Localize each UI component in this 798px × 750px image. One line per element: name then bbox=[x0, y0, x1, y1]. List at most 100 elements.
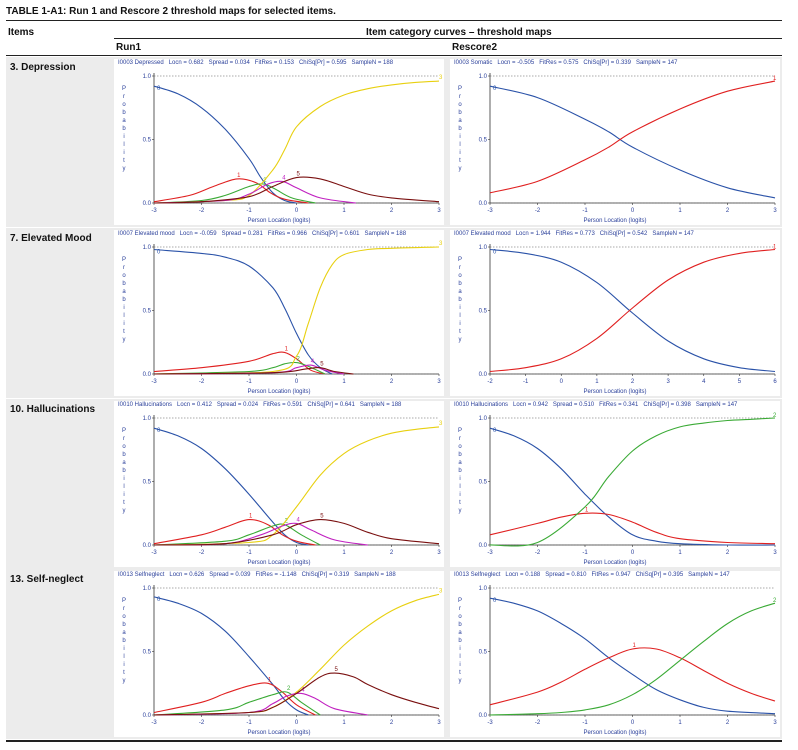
category-curve bbox=[489, 647, 776, 706]
category-curve bbox=[153, 178, 309, 204]
stat-value: Spread = 0.810 bbox=[545, 572, 587, 578]
category-curve bbox=[489, 427, 776, 546]
category-label: 2 bbox=[773, 413, 777, 419]
x-axis-label: Person Location (logits) bbox=[583, 560, 647, 566]
category-label: 1 bbox=[585, 507, 589, 513]
stat-value: I0003 Depressed bbox=[118, 60, 164, 66]
x-axis-label: Person Location (logits) bbox=[247, 730, 311, 736]
category-curve bbox=[153, 682, 316, 716]
category-label: 3 bbox=[439, 241, 443, 247]
stat-value: ChiSq[Pr] = 0.641 bbox=[307, 402, 355, 408]
stat-value: Locn = 0.626 bbox=[169, 572, 205, 578]
stat-value: Spread = 0.034 bbox=[208, 60, 250, 66]
stat-value: Locn = 1.944 bbox=[515, 231, 551, 237]
y-tick-label: 0.5 bbox=[143, 309, 152, 315]
category-label: 3 bbox=[439, 75, 443, 81]
stat-value: FitRes = 0.153 bbox=[254, 60, 294, 66]
x-tick-label: 4 bbox=[702, 379, 706, 385]
category-label: 5 bbox=[335, 667, 339, 673]
stat-value: Spread = 0.024 bbox=[216, 402, 259, 408]
stat-value: SampleN = 188 bbox=[351, 60, 394, 66]
threshold-chart: 0.0 0.5 1.0 -3 -2 -1 0 1 2 3 0 1 2 bbox=[479, 585, 777, 726]
category-label: 1 bbox=[773, 245, 777, 251]
category-label: 4 bbox=[311, 359, 315, 365]
category-curve bbox=[153, 246, 440, 375]
stat-value: Locn = 0.412 bbox=[177, 402, 212, 408]
stat-value: ChiSq[Pr] = 0.319 bbox=[301, 572, 350, 578]
table-top-rule bbox=[6, 20, 782, 21]
x-tick-label: 3 bbox=[437, 379, 441, 385]
x-axis-label: Person Location (logits) bbox=[583, 389, 647, 395]
x-tick-label: 3 bbox=[437, 208, 441, 214]
y-tick-label: 0.0 bbox=[479, 713, 488, 719]
category-label: 1 bbox=[285, 346, 289, 352]
x-tick-label: 2 bbox=[631, 379, 635, 385]
y-tick-label: 0.0 bbox=[143, 713, 152, 719]
category-curve bbox=[153, 427, 309, 546]
y-tick-label: 0.5 bbox=[479, 650, 488, 656]
y-tick-label: 0.5 bbox=[143, 650, 152, 656]
stat-value: SampleN = 147 bbox=[652, 231, 694, 237]
x-tick-label: -2 bbox=[535, 208, 541, 214]
y-tick-label: 1.0 bbox=[143, 74, 152, 80]
run1-threshold-map: 0.0 0.5 1.0 -3 -2 -1 0 1 2 3 0 1 2 3 4 5 I0007 Elevated … bbox=[114, 230, 444, 396]
x-tick-label: 1 bbox=[678, 550, 682, 556]
item-label: 10. Hallucinations bbox=[10, 404, 96, 415]
rescore2-threshold-map: 0.0 0.5 1.0 -3 -2 -1 0 1 2 3 0 1 2 I0010 Hallucinatio… bbox=[450, 401, 780, 567]
x-axis-label: Person Location (logits) bbox=[583, 730, 647, 736]
category-label: 4 bbox=[282, 175, 286, 181]
category-curve bbox=[153, 426, 440, 546]
stat-value: I0010 Hallucinations bbox=[454, 402, 509, 408]
stat-value: ChiSq[Pr] = 0.339 bbox=[583, 60, 631, 66]
group-header-rule bbox=[114, 38, 782, 39]
stat-value: Locn = 0.188 bbox=[505, 572, 541, 578]
category-curve bbox=[153, 183, 316, 204]
x-tick-label: -3 bbox=[487, 720, 493, 726]
x-tick-label: 2 bbox=[390, 208, 394, 214]
category-label: 2 bbox=[773, 598, 777, 604]
y-tick-label: 1.0 bbox=[479, 245, 488, 251]
table-caption: TABLE 1-A1: Run 1 and Rescore 2 threshol… bbox=[6, 6, 336, 17]
item-stats: I0013 Selfneglect Locn = 0.626 Spread = 0.… bbox=[118, 572, 442, 582]
x-tick-label: -1 bbox=[246, 720, 252, 726]
category-label: 1 bbox=[268, 677, 272, 683]
category-curve bbox=[489, 597, 776, 715]
run1-threshold-map: 0.0 0.5 1.0 -3 -2 -1 0 1 2 3 0 1 2 3 4 5 I0010 Hallucina… bbox=[114, 401, 444, 567]
x-tick-label: -2 bbox=[199, 208, 205, 214]
x-tick-label: 3 bbox=[773, 720, 777, 726]
y-tick-label: 0.5 bbox=[479, 480, 488, 486]
category-label: 0 bbox=[493, 250, 497, 256]
threshold-chart: 0.0 0.5 1.0 -2 -1 0 1 2 3 4 5 6 0 1 bbox=[479, 244, 777, 385]
x-tick-label: 3 bbox=[437, 720, 441, 726]
y-tick-label: 0.0 bbox=[143, 372, 152, 378]
x-axis-label: Person Location (logits) bbox=[247, 389, 311, 395]
item-stats: I0003 Somatic Locn = -0.505 FitRes = 0.575… bbox=[454, 60, 778, 70]
category-curve bbox=[489, 248, 776, 373]
x-axis-label: Person Location (logits) bbox=[583, 218, 647, 224]
items-column-header: Items bbox=[8, 27, 35, 38]
stat-value: SampleN = 188 bbox=[354, 572, 396, 578]
stat-value: Locn = -0.059 bbox=[179, 231, 217, 237]
stat-value: ChiSq[Pr] = 0.595 bbox=[298, 60, 347, 66]
category-label: 1 bbox=[237, 173, 241, 179]
category-curve bbox=[153, 523, 321, 546]
stat-value: SampleN = 188 bbox=[359, 402, 402, 408]
y-tick-label: 1.0 bbox=[479, 416, 488, 422]
category-label: 0 bbox=[493, 598, 497, 604]
category-label: 2 bbox=[287, 686, 291, 692]
stat-value: FitRes = 0.341 bbox=[599, 402, 639, 408]
stat-value: ChiSq[Pr] = 0.395 bbox=[635, 572, 684, 578]
item-label: 7. Elevated Mood bbox=[10, 233, 92, 244]
x-tick-label: -2 bbox=[535, 720, 541, 726]
rescore2-threshold-map: 0.0 0.5 1.0 -3 -2 -1 0 1 2 3 0 1 I0003 Somatic Locn =… bbox=[450, 59, 780, 225]
run1-threshold-map: 0.0 0.5 1.0 -3 -2 -1 0 1 2 3 0 1 2 3 4 5 I0003 Depressed… bbox=[114, 59, 444, 225]
stat-value: SampleN = 147 bbox=[635, 60, 678, 66]
x-tick-label: -1 bbox=[582, 550, 588, 556]
y-tick-label: 0.0 bbox=[143, 543, 152, 549]
run1-column-header: Run1 bbox=[116, 42, 141, 53]
category-curve bbox=[489, 417, 776, 547]
